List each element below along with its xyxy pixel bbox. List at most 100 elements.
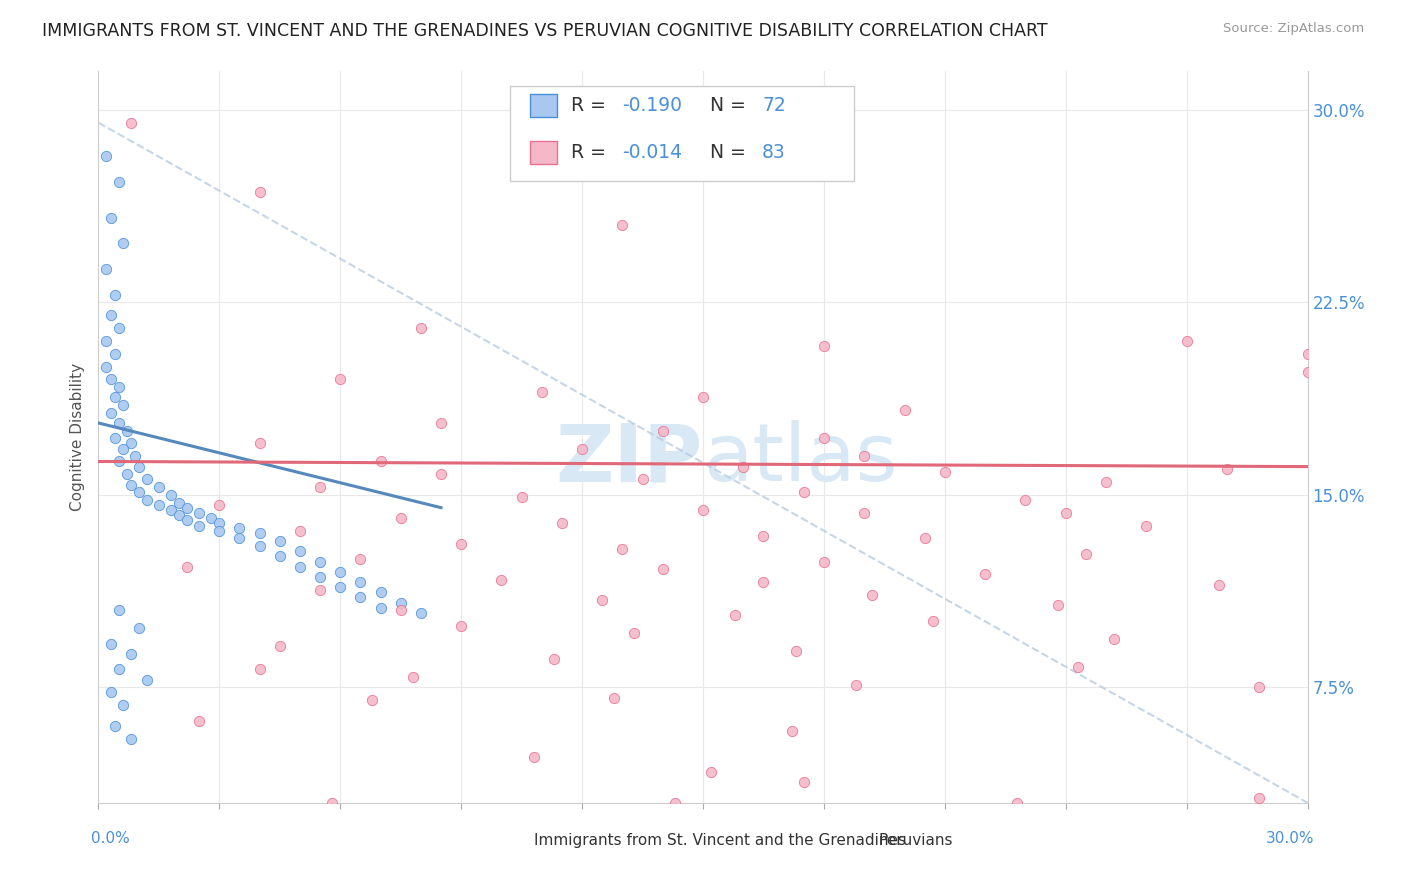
Point <box>100 637 122 651</box>
Point <box>96 359 118 374</box>
Point <box>160 488 183 502</box>
Point <box>128 459 150 474</box>
Point <box>120 436 142 450</box>
Point <box>692 503 714 517</box>
Point <box>370 454 392 468</box>
Point <box>450 618 472 632</box>
FancyBboxPatch shape <box>509 86 855 181</box>
Point <box>631 472 654 486</box>
Point <box>107 416 129 430</box>
Point <box>623 626 645 640</box>
Point <box>120 477 142 491</box>
Point <box>1007 796 1029 810</box>
Point <box>934 465 956 479</box>
Point <box>430 467 453 482</box>
Point <box>329 372 352 386</box>
Point <box>530 385 553 400</box>
Text: -0.014: -0.014 <box>621 143 682 162</box>
Point <box>176 500 198 515</box>
Text: Immigrants from St. Vincent and the Grenadines: Immigrants from St. Vincent and the Gren… <box>534 833 905 848</box>
Point <box>389 511 412 525</box>
Point <box>288 524 311 538</box>
Point <box>409 606 432 620</box>
Point <box>329 580 352 594</box>
Point <box>269 639 291 653</box>
Point <box>603 690 626 705</box>
Point <box>188 518 211 533</box>
Point <box>208 516 231 530</box>
Point <box>793 775 815 789</box>
Point <box>1095 475 1118 489</box>
Point <box>370 585 392 599</box>
Point <box>309 555 332 569</box>
Point <box>111 398 134 412</box>
Point <box>111 442 134 456</box>
Point <box>1074 547 1097 561</box>
Point <box>402 670 425 684</box>
Point <box>269 549 291 564</box>
Point <box>409 321 432 335</box>
Point <box>160 503 183 517</box>
Text: R =: R = <box>571 96 612 115</box>
Point <box>651 424 673 438</box>
Point <box>1054 506 1077 520</box>
Point <box>893 403 915 417</box>
Point <box>249 185 271 199</box>
FancyBboxPatch shape <box>848 832 872 850</box>
FancyBboxPatch shape <box>503 832 527 850</box>
Point <box>651 562 673 576</box>
Point <box>914 532 936 546</box>
Point <box>188 506 211 520</box>
Point <box>845 678 868 692</box>
Point <box>1296 346 1319 360</box>
Point <box>793 485 815 500</box>
Point <box>813 555 835 569</box>
Point <box>1014 492 1036 507</box>
Point <box>1249 681 1271 695</box>
Point <box>249 539 271 553</box>
Point <box>176 514 198 528</box>
Text: R =: R = <box>571 143 612 162</box>
Point <box>510 491 533 505</box>
Point <box>111 236 134 251</box>
Point <box>135 673 157 687</box>
Point <box>813 339 835 353</box>
Point <box>200 511 222 525</box>
Point <box>523 749 546 764</box>
Point <box>1249 790 1271 805</box>
Point <box>450 536 472 550</box>
Point <box>208 524 231 538</box>
Text: atlas: atlas <box>703 420 897 498</box>
Point <box>167 508 190 523</box>
Point <box>128 485 150 500</box>
Point <box>135 472 157 486</box>
Point <box>96 149 118 163</box>
Point <box>103 390 125 404</box>
Text: -0.190: -0.190 <box>621 96 682 115</box>
Text: Source: ZipAtlas.com: Source: ZipAtlas.com <box>1223 22 1364 36</box>
Point <box>1046 598 1069 612</box>
Point <box>752 575 775 590</box>
Point <box>120 116 142 130</box>
Point <box>103 346 125 360</box>
Point <box>309 582 332 597</box>
Point <box>700 764 723 779</box>
Point <box>115 467 138 482</box>
Point <box>167 495 190 509</box>
Point <box>96 262 118 277</box>
Y-axis label: Cognitive Disability: Cognitive Disability <box>69 363 84 511</box>
Point <box>349 575 371 590</box>
Point <box>780 723 803 738</box>
Point <box>349 552 371 566</box>
Point <box>692 390 714 404</box>
Point <box>612 219 634 233</box>
Point <box>349 591 371 605</box>
Point <box>309 480 332 494</box>
Point <box>120 731 142 746</box>
Point <box>128 621 150 635</box>
Point <box>249 662 271 676</box>
Point <box>100 308 122 322</box>
Point <box>176 559 198 574</box>
Point <box>228 532 250 546</box>
Point <box>103 287 125 301</box>
